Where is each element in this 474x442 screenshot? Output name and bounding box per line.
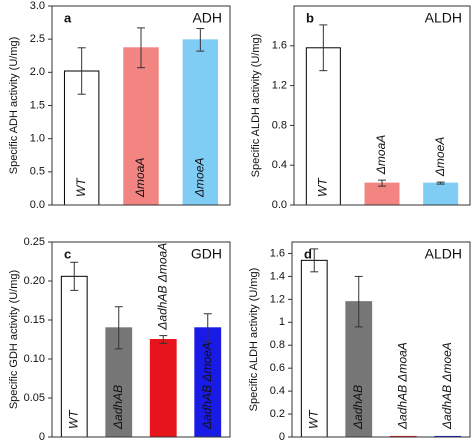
y-tick-label: 0 — [279, 431, 285, 442]
y-tick-label: 0.0 — [30, 199, 45, 211]
panel-title: ADH — [192, 10, 222, 26]
y-tick-label: 0.15 — [24, 314, 45, 326]
y-tick-label: 0.0 — [272, 199, 287, 211]
panel-label: b — [306, 10, 314, 25]
y-tick-label: 0.2 — [270, 408, 285, 420]
y-tick-label: 1.2 — [270, 293, 285, 305]
y-tick-label: 1 — [279, 316, 285, 328]
y-tick-label: 0.05 — [24, 392, 45, 404]
y-tick-label: 0.6 — [270, 362, 285, 374]
y-tick-label: 1.6 — [272, 40, 287, 52]
panel-title: ALDH — [425, 246, 462, 262]
y-tick-label: 0.8 — [270, 339, 285, 351]
bar — [123, 47, 159, 206]
plot-frame — [51, 241, 231, 438]
panel-title: ALDH — [425, 10, 462, 26]
y-tick-label: 0.5 — [30, 166, 45, 178]
y-tick-label: 1.2 — [272, 80, 287, 92]
y-tick-label: 2.0 — [30, 66, 45, 78]
y-tick-label: 0.4 — [272, 159, 287, 171]
y-tick-label: 1.0 — [30, 133, 45, 145]
y-tick-label: 1.6 — [270, 247, 285, 259]
y-tick-label: 0.20 — [24, 275, 45, 287]
category-label: WT — [66, 409, 80, 429]
category-label: ΔadhAB ΔmoeA — [200, 342, 214, 430]
y-tick-label: 2.5 — [30, 33, 45, 45]
y-tick-label: 1.4 — [270, 270, 285, 282]
category-label: ΔadhAB — [111, 385, 125, 430]
y-tick-label: 0.25 — [24, 236, 45, 248]
plot-frame — [51, 5, 231, 206]
category-label: WT — [316, 177, 330, 197]
y-axis-label: Specific ADH activity (U/mg) — [8, 37, 20, 175]
bar — [194, 327, 222, 438]
plot-frame — [293, 5, 471, 206]
panel-title: GDH — [191, 246, 222, 262]
bar — [60, 275, 88, 438]
category-label: ΔmoeA — [433, 137, 447, 177]
y-tick-label: 0.8 — [272, 119, 287, 131]
bar — [149, 339, 177, 438]
category-label: ΔmoaA — [374, 135, 388, 175]
category-label: ΔadhAB — [351, 385, 365, 430]
category-label: ΔmoeA — [193, 158, 207, 198]
panel-label: a — [64, 10, 72, 25]
panel-label: d — [304, 246, 312, 261]
panel-label: c — [64, 246, 71, 261]
y-axis-label: Specific ALDH activity (U/mg) — [250, 34, 262, 178]
category-label: ΔadhAB ΔmoaA — [155, 243, 169, 331]
category-label: ΔadhAB ΔmoaA — [395, 342, 409, 430]
bar — [423, 182, 459, 206]
y-tick-label: 3.0 — [30, 0, 45, 12]
y-tick-label: 0.10 — [24, 353, 45, 365]
y-tick-label: 0 — [39, 431, 45, 442]
y-tick-label: 1.5 — [30, 99, 45, 111]
category-label: ΔmoaA — [133, 158, 147, 198]
category-label: WT — [306, 409, 320, 429]
y-axis-label: Specific GDH activity (U/mg) — [8, 270, 20, 409]
plot-frame — [291, 241, 471, 438]
category-label: WT — [74, 177, 88, 197]
bar — [182, 39, 219, 206]
y-tick-label: 0.4 — [270, 385, 285, 397]
category-label: ΔadhAB ΔmoeA — [440, 342, 454, 430]
y-axis-label: Specific ALDH activity (U/mg) — [248, 268, 260, 412]
bar — [305, 47, 341, 206]
